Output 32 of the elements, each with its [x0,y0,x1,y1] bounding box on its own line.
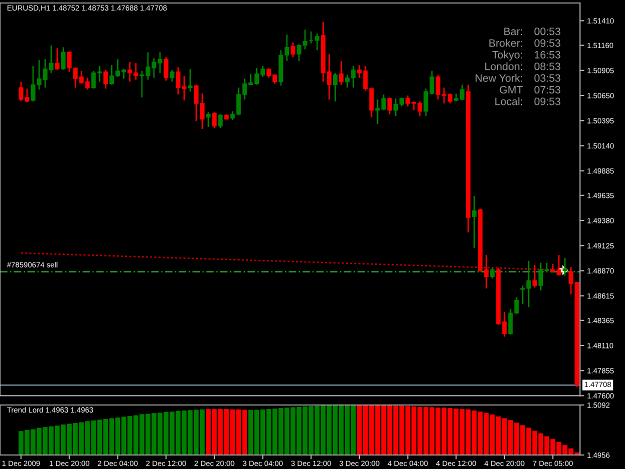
annotation: London: [485,62,522,70]
candlestick [562,257,568,276]
annotation: 03:53 [534,74,560,82]
annotation: Bar: [504,28,522,36]
candlestick [103,69,108,90]
annotation: 09:53 [534,39,560,47]
candlestick [472,195,477,249]
candlestick [55,48,60,71]
candlestick [170,69,174,82]
annotation: Tokyo: [492,50,522,61]
candlestick [314,32,320,51]
annotation: Local: [495,97,522,106]
annotation: 08:53 [534,62,560,70]
candlestick [490,267,495,280]
annotation: Broker: [489,38,522,47]
annotation: 00:53 [534,28,560,36]
candlestick [212,112,217,129]
annotation: GMT [500,86,523,94]
annotation: 09:53 [534,98,560,106]
candlestick [61,46,66,71]
candlestick [164,56,168,82]
candlestick [188,68,193,92]
annotation: 16:53 [534,50,560,59]
candlestick [290,42,296,58]
candlestick [532,264,537,288]
annotation: 07:53 [534,86,560,94]
candlestick [218,114,223,129]
annotation: New York: [476,74,522,82]
candlestick [387,96,392,115]
candlestick [339,60,344,86]
candlestick [332,72,338,102]
candlestick [206,112,211,128]
